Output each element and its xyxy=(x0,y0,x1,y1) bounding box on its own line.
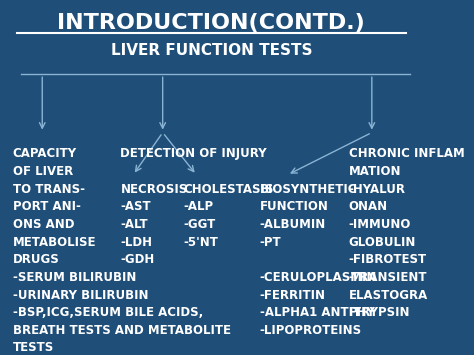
Text: PORT ANI-: PORT ANI- xyxy=(13,200,81,213)
Text: -IMMUNO: -IMMUNO xyxy=(348,218,411,231)
Text: ONS AND: ONS AND xyxy=(13,218,74,231)
Text: LIVER FUNCTION TESTS: LIVER FUNCTION TESTS xyxy=(110,43,312,58)
Text: CAPACITY: CAPACITY xyxy=(13,147,77,160)
Text: CHRONIC INFLAM: CHRONIC INFLAM xyxy=(348,147,465,160)
Text: -LIPOPROTEINS: -LIPOPROTEINS xyxy=(260,324,362,337)
Text: -BSP,ICG,SERUM BILE ACIDS,: -BSP,ICG,SERUM BILE ACIDS, xyxy=(13,306,203,319)
Text: -FERRITIN: -FERRITIN xyxy=(260,289,326,302)
Text: NECROSIS: NECROSIS xyxy=(120,182,188,196)
Text: INTRODUCTION(CONTD.): INTRODUCTION(CONTD.) xyxy=(57,13,365,33)
Text: -FIBROTEST: -FIBROTEST xyxy=(348,253,427,266)
Text: -TRANSIENT: -TRANSIENT xyxy=(348,271,427,284)
Text: CHOLESTASIS: CHOLESTASIS xyxy=(184,182,274,196)
Text: -ALP: -ALP xyxy=(184,200,214,213)
Text: METABOLISE: METABOLISE xyxy=(13,236,96,248)
Text: OF LIVER: OF LIVER xyxy=(13,165,73,178)
Text: TO TRANS-: TO TRANS- xyxy=(13,182,85,196)
Text: -ALPHA1 ANTITRYPSIN: -ALPHA1 ANTITRYPSIN xyxy=(260,306,410,319)
Text: -HYALUR: -HYALUR xyxy=(348,182,406,196)
Text: -LDH: -LDH xyxy=(120,236,153,248)
Text: -SERUM BILIRUBIN: -SERUM BILIRUBIN xyxy=(13,271,136,284)
Text: -CERULOPLASMIN: -CERULOPLASMIN xyxy=(260,271,377,284)
Text: -PT: -PT xyxy=(260,236,282,248)
Text: TESTS: TESTS xyxy=(13,340,54,354)
Text: PHY: PHY xyxy=(348,306,375,319)
Text: MATION: MATION xyxy=(348,165,401,178)
Text: GLOBULIN: GLOBULIN xyxy=(348,236,416,248)
Text: BIOSYNTHETIC: BIOSYNTHETIC xyxy=(260,182,357,196)
Text: FUNCTION: FUNCTION xyxy=(260,200,329,213)
Text: -ALBUMIN: -ALBUMIN xyxy=(260,218,326,231)
Text: BREATH TESTS AND METABOLITE: BREATH TESTS AND METABOLITE xyxy=(13,324,231,337)
Text: -ALT: -ALT xyxy=(120,218,148,231)
Text: DETECTION OF INJURY: DETECTION OF INJURY xyxy=(120,147,267,160)
Text: -AST: -AST xyxy=(120,200,151,213)
Text: -URINARY BILIRUBIN: -URINARY BILIRUBIN xyxy=(13,289,148,302)
Text: -GDH: -GDH xyxy=(120,253,155,266)
Text: -GGT: -GGT xyxy=(184,218,216,231)
Text: ELASTOGRA: ELASTOGRA xyxy=(348,289,428,302)
Text: DRUGS: DRUGS xyxy=(13,253,59,266)
Text: ONAN: ONAN xyxy=(348,200,388,213)
Text: -5'NT: -5'NT xyxy=(184,236,219,248)
